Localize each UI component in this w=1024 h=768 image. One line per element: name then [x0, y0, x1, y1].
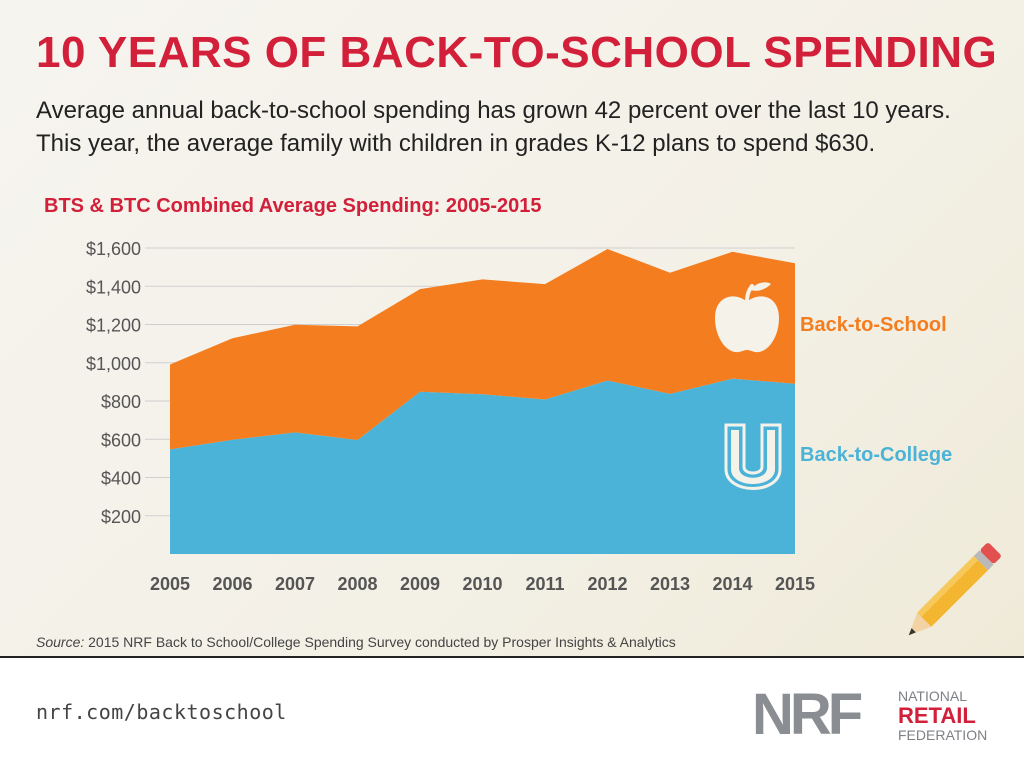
source-label: Source:	[36, 634, 85, 650]
page-title: 10 YEARS OF BACK-TO-SCHOOL SPENDING	[36, 28, 998, 77]
x-tick-label: 2010	[462, 574, 502, 594]
x-tick-label: 2009	[400, 574, 440, 594]
y-tick-label: $1,200	[86, 316, 141, 336]
source-text: 2015 NRF Back to School/College Spending…	[84, 634, 676, 650]
y-tick-label: $1,400	[86, 277, 141, 297]
nrf-logo-mark: NRF	[752, 682, 863, 747]
u-letter-outline	[724, 423, 782, 490]
logo-line-national: NATIONAL	[898, 688, 967, 704]
pencil-icon	[908, 543, 1001, 636]
logo-line-retail: RETAIL	[898, 703, 976, 728]
y-tick-label: $600	[101, 430, 141, 450]
x-tick-label: 2008	[337, 574, 377, 594]
legend-label-back-to-college: Back-to-College	[800, 444, 952, 466]
website-link[interactable]: nrf.com/backtoschool	[36, 700, 287, 724]
apple-leaf	[751, 282, 771, 291]
y-tick-label: $1,600	[86, 239, 141, 259]
x-tick-label: 2014	[712, 574, 752, 594]
x-tick-label: 2012	[587, 574, 627, 594]
u-letter-fill	[731, 430, 775, 484]
x-tick-label: 2011	[525, 574, 564, 594]
apple-stem	[745, 284, 754, 304]
y-tick-label: $800	[101, 392, 141, 412]
y-tick-label: $400	[101, 469, 141, 489]
y-tick-label: $200	[101, 507, 141, 527]
nrf-logo[interactable]: NRF NATIONAL RETAIL FEDERATION	[752, 686, 1002, 746]
area-chart: $200 $400 $600 $800 $1,000 $1,200 $1,400 $1,600…	[86, 239, 952, 594]
chart-title: BTS & BTC Combined Average Spending: 200…	[44, 195, 542, 217]
page-subtitle: Average annual back-to-school spending h…	[36, 97, 951, 157]
x-tick-label: 2015	[775, 574, 815, 594]
apple-icon	[715, 282, 779, 353]
area-back-to-school	[170, 249, 795, 450]
x-tick-label: 2007	[275, 574, 315, 594]
logo-line-federation: FEDERATION	[898, 727, 988, 743]
nrf-logo-text: NATIONAL RETAIL FEDERATION	[898, 688, 987, 744]
apple-body	[715, 296, 779, 353]
x-tick-label: 2006	[212, 574, 252, 594]
u-letter-icon	[724, 423, 782, 490]
source-note: Source: 2015 NRF Back to School/College …	[36, 634, 676, 650]
legend-label-back-to-school: Back-to-School	[800, 314, 947, 336]
x-tick-label: 2005	[150, 574, 190, 594]
x-tick-label: 2013	[650, 574, 690, 594]
y-tick-label: $1,000	[86, 354, 141, 374]
area-back-to-college	[170, 378, 795, 554]
